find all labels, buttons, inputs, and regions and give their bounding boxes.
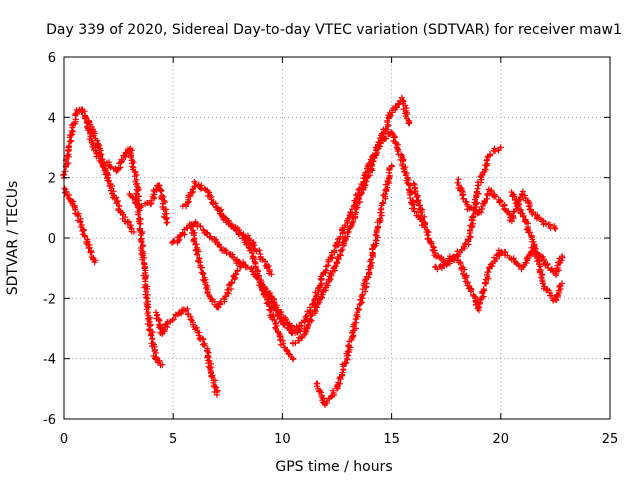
marker-trace-sat-e <box>126 182 171 226</box>
y-tick-label: 6 <box>48 51 56 66</box>
y-tick-label: 0 <box>48 232 56 247</box>
series-sat-i <box>186 221 247 311</box>
grid-lines <box>64 57 610 419</box>
series-sat-q <box>508 189 565 304</box>
y-tick-label: -4 <box>43 353 56 368</box>
x-axis-title: GPS time / hours <box>275 459 392 475</box>
y-tick-label: -6 <box>43 413 56 428</box>
series-sat-c <box>82 113 137 235</box>
marker-trace-sat-f <box>153 305 221 398</box>
chart-title: Day 339 of 2020, Sidereal Day-to-day VTE… <box>46 22 622 38</box>
marker-trace-sat-q <box>508 189 565 304</box>
x-tick-label: 15 <box>383 432 400 447</box>
series-sat-e <box>126 182 171 226</box>
x-tick-label: 10 <box>274 432 291 447</box>
axis-ticks <box>63 56 611 420</box>
series-sat-d <box>103 145 166 369</box>
marker-trace-sat-m <box>313 162 395 408</box>
marker-trace-sat-l <box>289 129 428 347</box>
data-points <box>60 94 566 408</box>
marker-trace-sat-d <box>103 145 166 369</box>
y-axis-title: SDTVAR / TECUs <box>5 181 21 296</box>
x-tick-label: 20 <box>493 432 510 447</box>
marker-trace-sat-i <box>186 221 247 311</box>
axis-tick-labels: 0 5 10 15 20 25 -6 -4 -2 0 2 4 6 <box>43 51 618 447</box>
y-tick-label: 4 <box>48 111 56 126</box>
x-tick-label: 25 <box>602 432 619 447</box>
x-tick-label: 5 <box>169 432 177 447</box>
series-sat-m <box>313 162 395 408</box>
marker-trace-sat-c <box>82 113 137 235</box>
y-tick-label: -2 <box>43 292 56 307</box>
series-sat-f <box>153 305 221 398</box>
y-tick-label: 2 <box>48 172 56 187</box>
x-tick-label: 0 <box>60 432 68 447</box>
series-sat-l <box>289 129 428 347</box>
